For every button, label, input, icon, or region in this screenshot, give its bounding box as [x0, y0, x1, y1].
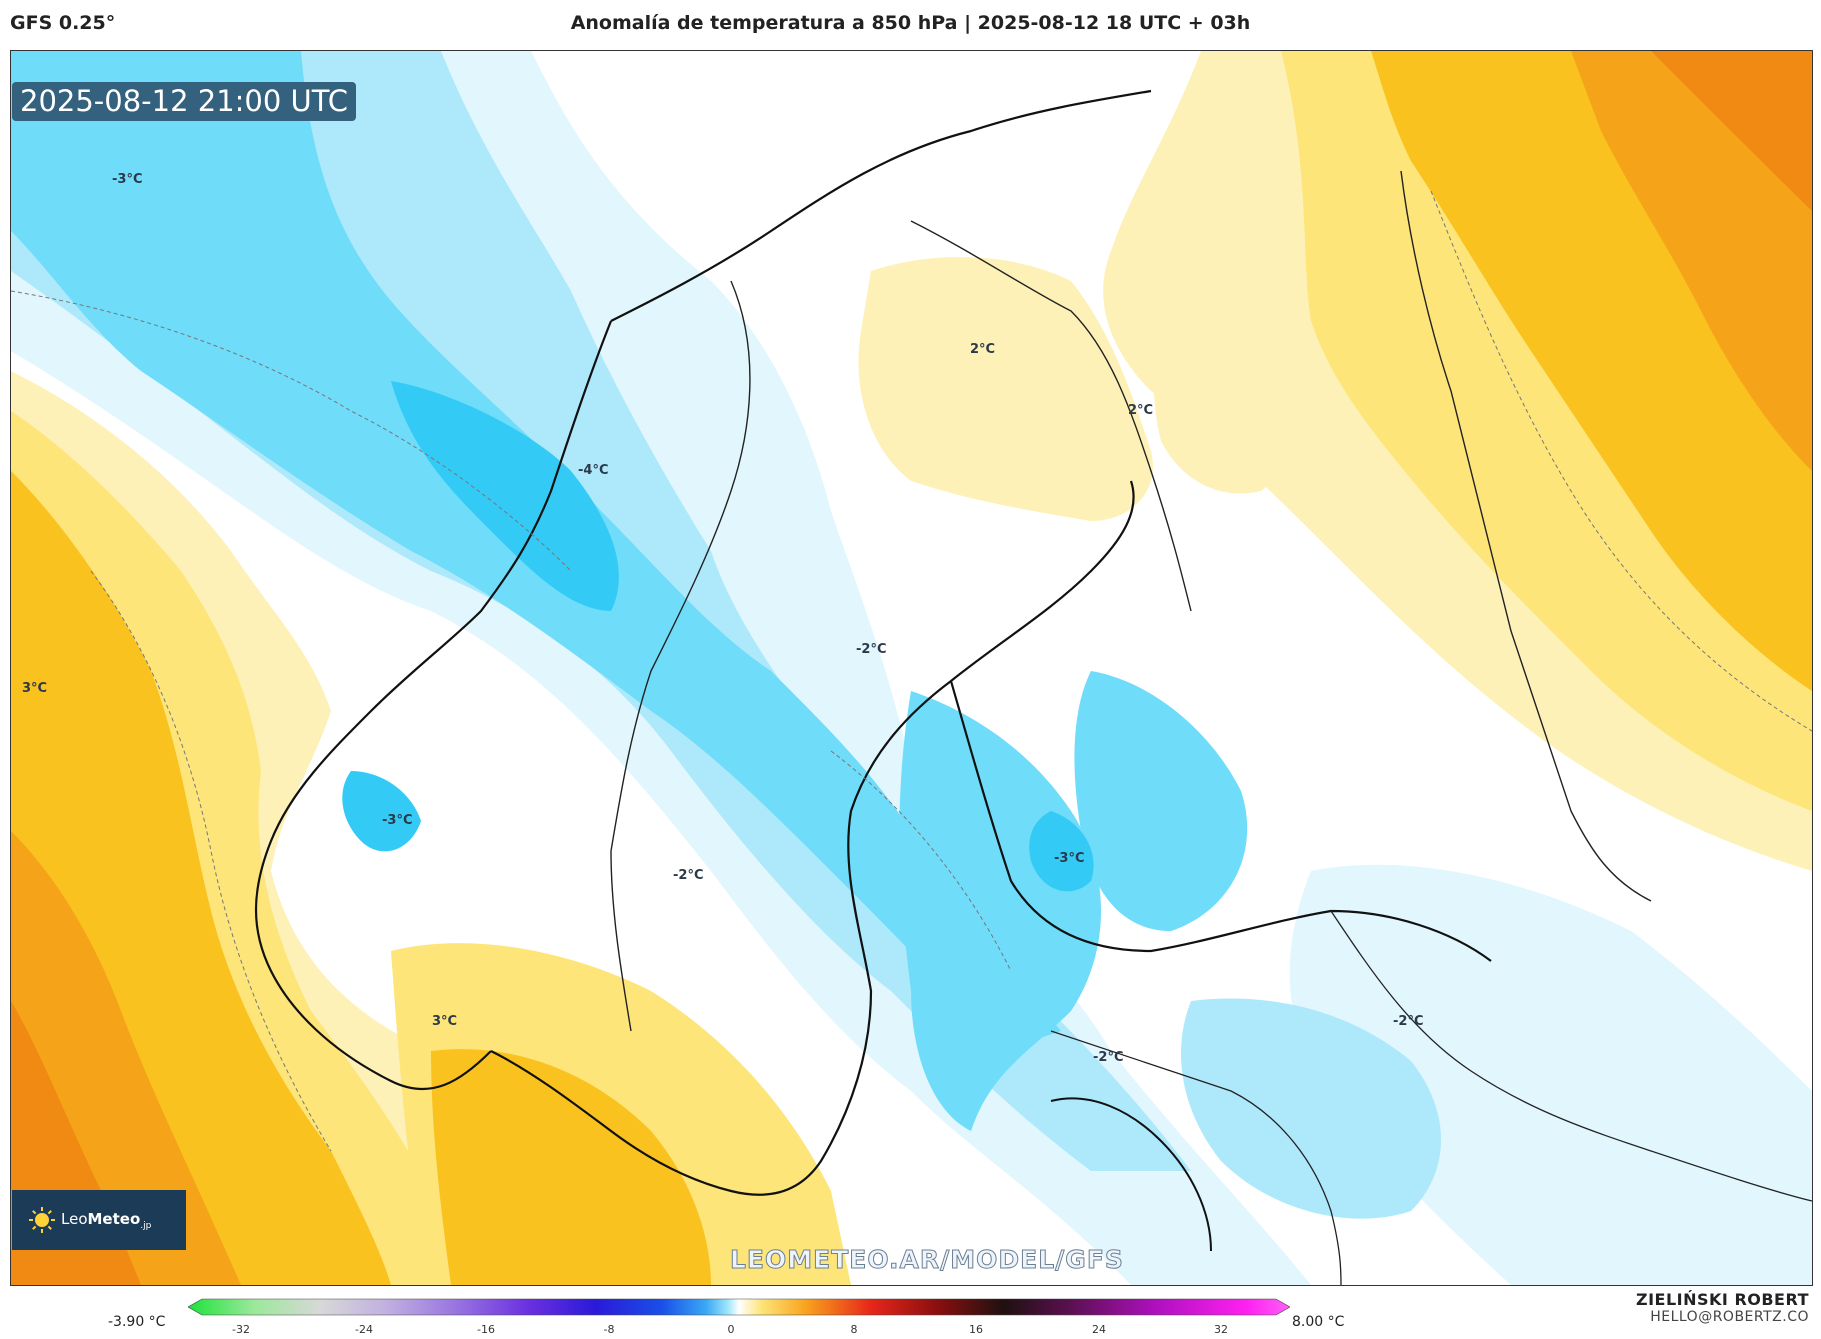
colorbar-max-value: 8.00 °C — [1292, 1314, 1345, 1330]
contour-label: -3°C — [112, 172, 143, 187]
cursor-value: -3.90 °C — [108, 1314, 166, 1330]
valid-time-badge: 2025-08-12 21:00 UTC — [12, 82, 357, 121]
colorbar-tick: -8 — [603, 1323, 615, 1336]
contour-label: -2°C — [856, 642, 887, 657]
contour-label: -2°C — [673, 868, 704, 883]
map-title: Anomalía de temperatura a 850 hPa | 2025… — [570, 12, 1251, 34]
colorbar-tick: -32 — [232, 1323, 250, 1336]
sun-icon — [28, 1206, 56, 1234]
author-name: ZIELIŃSKI ROBERT — [1635, 1290, 1809, 1309]
colorbar-tick: 16 — [969, 1323, 983, 1336]
contour-label: -3°C — [1054, 851, 1085, 866]
author-credit: ZIELIŃSKI ROBERT HELLO@ROBERTZ.CO — [1636, 1290, 1809, 1325]
colorbar — [188, 1298, 1290, 1316]
contour-label: 2°C — [1128, 403, 1154, 418]
contour-label: 2°C — [970, 342, 996, 357]
leometeo-logo[interactable]: LeoMeteo.jp — [12, 1190, 186, 1250]
colorbar-tick: 0 — [727, 1323, 735, 1336]
author-email[interactable]: HELLO@ROBERTZ.CO — [1650, 1309, 1809, 1325]
site-watermark: LEOMETEO.AR/MODEL/GFS — [730, 1245, 1124, 1275]
contour-label: 3°C — [22, 681, 48, 696]
anomaly-map[interactable] — [10, 50, 1813, 1286]
model-label: GFS 0.25° — [10, 12, 116, 34]
colorbar-tick: 24 — [1092, 1323, 1106, 1336]
colorbar-tick: -16 — [477, 1323, 495, 1336]
contour-label: -2°C — [1393, 1014, 1424, 1029]
colorbar-tick: -24 — [355, 1323, 373, 1336]
contour-label: -4°C — [578, 463, 609, 478]
contour-label: -2°C — [1093, 1050, 1124, 1065]
colorbar-tick: 32 — [1214, 1323, 1228, 1336]
contour-label: -3°C — [382, 813, 413, 828]
contour-label: 3°C — [432, 1014, 458, 1029]
logo-text: LeoMeteo.jp — [61, 1209, 152, 1231]
colorbar-tick: 8 — [850, 1323, 858, 1336]
